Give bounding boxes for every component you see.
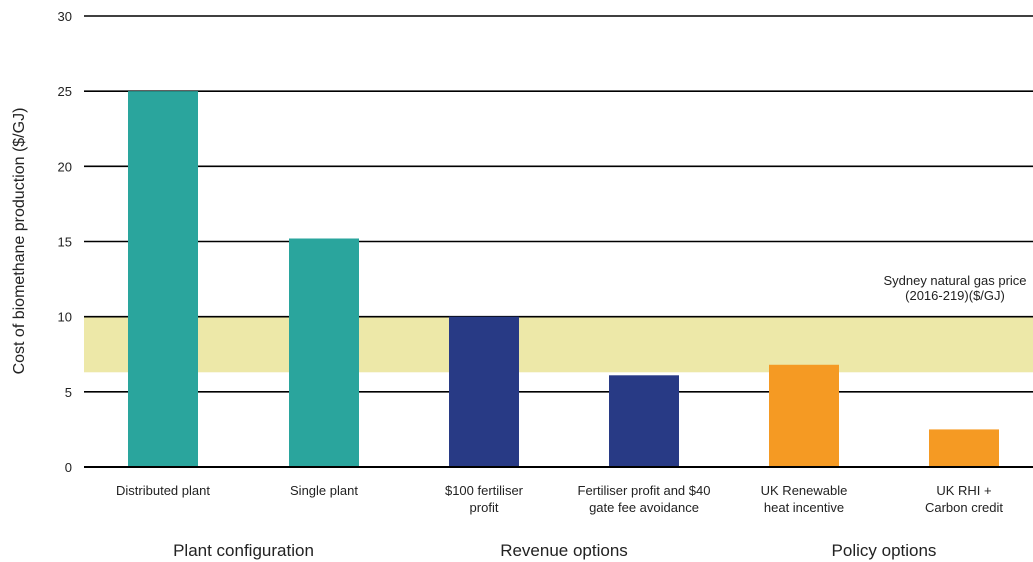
group-label: Revenue options (500, 541, 628, 560)
y-tick-label: 30 (58, 9, 72, 24)
bar (289, 238, 359, 467)
bar (609, 375, 679, 467)
x-tick-label: Distributed plant (116, 483, 210, 498)
bar (929, 429, 999, 467)
reference-band-label: (2016-219)($/GJ) (905, 288, 1005, 303)
reference-band-label: Sydney natural gas price (883, 273, 1026, 288)
bar-layer (84, 91, 1033, 468)
y-tick-label: 0 (65, 460, 72, 475)
x-tick-label: Single plant (290, 483, 358, 498)
x-tick-label: gate fee avoidance (589, 500, 699, 515)
y-tick-label: 25 (58, 84, 72, 99)
y-tick-label: 10 (58, 310, 72, 325)
y-axis-label: Cost of biomethane production ($/GJ) (11, 108, 28, 375)
x-tick-label: profit (470, 500, 499, 515)
group-label: Plant configuration (173, 541, 314, 560)
reference-band (84, 316, 1033, 373)
bar (769, 364, 839, 467)
y-tick-label: 5 (65, 385, 72, 400)
y-tick-label: 15 (58, 235, 72, 250)
grid-layer (84, 15, 1033, 468)
bar (449, 316, 519, 467)
y-tick-label: 20 (58, 159, 72, 174)
bar (128, 91, 198, 468)
x-tick-label: UK Renewable (761, 483, 848, 498)
x-tick-label: Fertiliser profit and $40 (578, 483, 711, 498)
x-tick-label: UK RHI + (936, 483, 991, 498)
reference-band-layer: Sydney natural gas price(2016-219)($/GJ) (84, 273, 1033, 373)
x-tick-label: $100 fertiliser (445, 483, 524, 498)
x-tick-label: heat incentive (764, 500, 844, 515)
x-tick-label: Carbon credit (925, 500, 1003, 515)
group-label: Policy options (832, 541, 937, 560)
axis-layer: 0 5 10 15 20 25 30 Distributed plant Single plan… (58, 9, 1004, 560)
